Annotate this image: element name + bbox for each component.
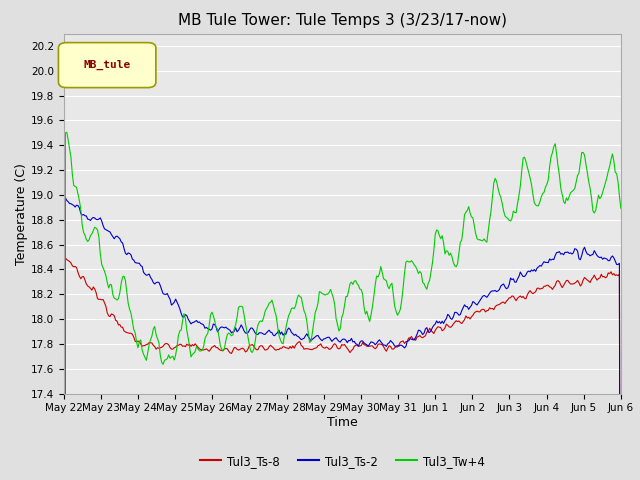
- Tul3_Ts-8: [412, 337, 419, 343]
- Tul3_Ts-8: [129, 331, 136, 337]
- Text: MB_tule: MB_tule: [83, 60, 131, 71]
- Tul3_Tw+4: [412, 264, 419, 269]
- Tul3_Ts-2: [129, 256, 136, 262]
- Tul3_Ts-2: [243, 330, 251, 336]
- FancyBboxPatch shape: [58, 43, 156, 87]
- Tul3_Ts-2: [412, 335, 419, 340]
- Tul3_Tw+4: [129, 319, 136, 324]
- Line: Tul3_Tw+4: Tul3_Tw+4: [64, 132, 621, 480]
- Tul3_Tw+4: [243, 328, 251, 334]
- X-axis label: Time: Time: [327, 416, 358, 429]
- Tul3_Tw+4: [282, 325, 290, 331]
- Tul3_Ts-8: [282, 345, 290, 351]
- Line: Tul3_Ts-2: Tul3_Ts-2: [64, 198, 621, 480]
- Y-axis label: Temperature (C): Temperature (C): [15, 163, 28, 264]
- Tul3_Ts-2: [282, 331, 290, 337]
- Legend: Tul3_Ts-8, Tul3_Ts-2, Tul3_Tw+4: Tul3_Ts-8, Tul3_Ts-2, Tul3_Tw+4: [195, 450, 490, 472]
- Tul3_Tw+4: [617, 205, 625, 211]
- Tul3_Ts-8: [61, 255, 69, 261]
- Tul3_Tw+4: [463, 208, 471, 214]
- Tul3_Ts-8: [467, 316, 474, 322]
- Tul3_Ts-8: [243, 348, 251, 354]
- Tul3_Tw+4: [63, 129, 70, 135]
- Title: MB Tule Tower: Tule Temps 3 (3/23/17-now): MB Tule Tower: Tule Temps 3 (3/23/17-now…: [178, 13, 507, 28]
- Tul3_Ts-2: [61, 195, 69, 201]
- Tul3_Ts-8: [463, 315, 471, 321]
- Line: Tul3_Ts-8: Tul3_Ts-8: [64, 258, 621, 480]
- Tul3_Ts-2: [463, 304, 471, 310]
- Tul3_Ts-2: [467, 304, 474, 310]
- Tul3_Tw+4: [467, 210, 474, 216]
